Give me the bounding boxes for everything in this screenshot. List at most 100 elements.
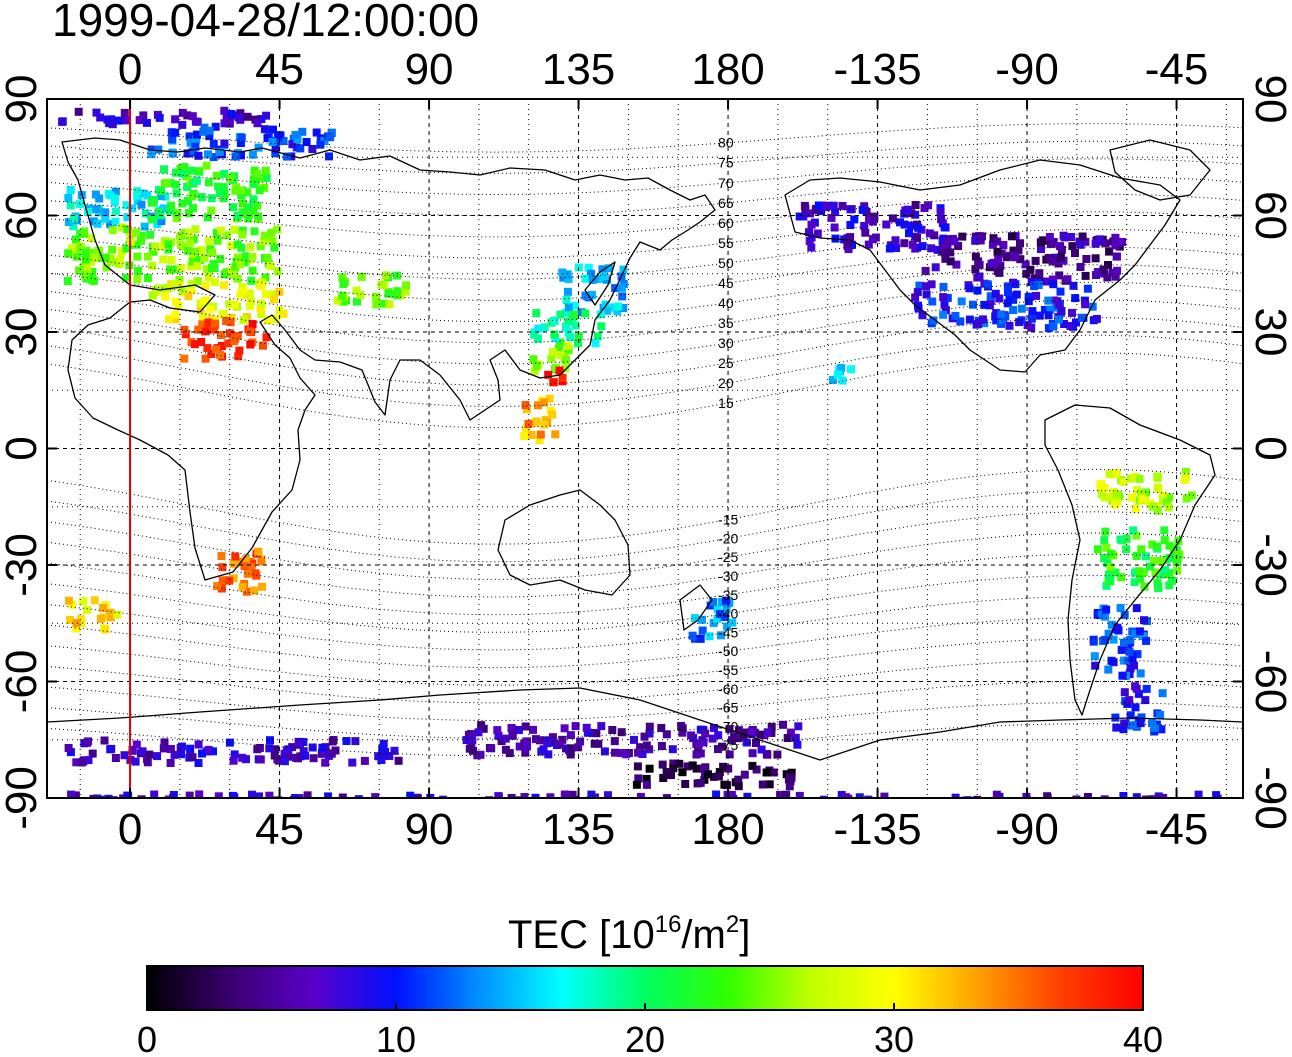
tec-cell [218, 576, 227, 585]
tec-cell [662, 794, 671, 798]
tec-cell [226, 318, 235, 327]
tec-cell [562, 296, 571, 304]
tec-cell [92, 205, 101, 214]
tec-cell [325, 152, 333, 161]
tec-cell [1131, 473, 1140, 481]
tec-cell [183, 111, 192, 120]
magnetic-latitude-label: -75 [718, 737, 738, 753]
bottom-longitude-tick-label: -135 [834, 805, 922, 854]
tec-cell [248, 150, 257, 159]
tec-cell [1031, 256, 1040, 265]
tec-cell [231, 263, 240, 272]
tec-cell [800, 201, 809, 210]
tec-cell [100, 736, 109, 745]
tec-cell [464, 730, 473, 739]
tec-cell [983, 280, 992, 289]
tec-cell [64, 596, 73, 605]
right-latitude-tick-label: 30 [1246, 308, 1292, 357]
tec-cell [540, 420, 549, 429]
tec-cell [247, 276, 256, 285]
tec-cell [747, 727, 756, 736]
tec-cell [1173, 553, 1182, 562]
tec-cell [186, 138, 195, 147]
tec-cell [148, 261, 157, 270]
tec-cell [690, 614, 699, 622]
tec-cell [493, 726, 502, 735]
tec-cell [762, 768, 771, 777]
tec-cell [150, 790, 159, 798]
tec-cell [931, 263, 940, 272]
tec-cell [950, 237, 959, 246]
tec-cell [390, 746, 399, 755]
tec-cell [207, 264, 216, 273]
tec-cell [298, 127, 307, 136]
tec-cell [210, 319, 219, 328]
tec-cell [1110, 470, 1119, 479]
magnetic-latitude-line [47, 617, 1243, 669]
tec-cell [971, 265, 980, 274]
tec-cell [321, 758, 330, 767]
tec-cell [1157, 725, 1166, 734]
tec-cell [101, 214, 110, 223]
coastline-americas [784, 159, 1181, 373]
tec-cell [247, 563, 256, 572]
tec-cell [1044, 254, 1053, 262]
tec-cell [1128, 654, 1137, 663]
tec-cell [106, 608, 115, 617]
tec-cell [922, 282, 931, 291]
tec-cell [900, 220, 909, 229]
tec-cell [939, 282, 948, 291]
tec-cell [243, 112, 252, 121]
tec-cell [167, 280, 176, 289]
tec-cell [508, 731, 517, 740]
tec-cell [1046, 305, 1055, 314]
tec-cell [855, 793, 864, 798]
magnetic-latitude-line [47, 193, 1243, 238]
tec-cell [84, 208, 93, 216]
tec-cell [166, 745, 175, 753]
tec-cell [295, 740, 304, 749]
tec-cell [176, 241, 185, 249]
tec-cell [250, 227, 259, 236]
tec-cell [914, 223, 923, 232]
tec-cell [160, 165, 168, 174]
tec-cell [1141, 488, 1150, 497]
magnetic-latitude-label: 65 [718, 195, 734, 211]
tec-cell [296, 752, 305, 761]
tec-cell [971, 252, 980, 261]
tec-cell [548, 733, 557, 742]
tec-cell [694, 740, 703, 749]
tec-cell [149, 247, 158, 256]
tec-cell [954, 242, 963, 250]
tec-cell [199, 312, 207, 321]
tec-cell [846, 221, 855, 229]
tec-cell [99, 603, 108, 612]
tec-cell [944, 237, 953, 246]
tec-cell [178, 169, 187, 178]
tec-cell [1130, 578, 1139, 587]
tec-cell [1120, 638, 1128, 647]
right-latitude-tick-label: -90 [1246, 766, 1292, 830]
tec-cell [570, 795, 579, 798]
tec-cell [189, 204, 197, 213]
tec-cell [769, 768, 778, 777]
tec-cell [208, 248, 217, 257]
tec-cell [555, 338, 564, 347]
tec-cell [207, 350, 216, 358]
tec-cell [1187, 491, 1196, 500]
tec-cell [201, 327, 210, 336]
magnetic-latitude-label: 30 [718, 335, 734, 351]
tec-cell [1055, 271, 1064, 280]
tec-cell [249, 206, 258, 215]
tec-cell [709, 597, 718, 606]
tec-cell [180, 325, 189, 334]
right-latitude-tick-label: -30 [1246, 533, 1292, 597]
tec-cell [532, 362, 541, 371]
tec-cell [929, 316, 938, 325]
top-longitude-tick-label: 0 [118, 45, 142, 94]
tec-cell [248, 790, 256, 798]
tec-cell [560, 790, 569, 798]
tec-cell [748, 761, 757, 770]
tec-cell [669, 764, 678, 773]
tec-cell [279, 309, 288, 318]
